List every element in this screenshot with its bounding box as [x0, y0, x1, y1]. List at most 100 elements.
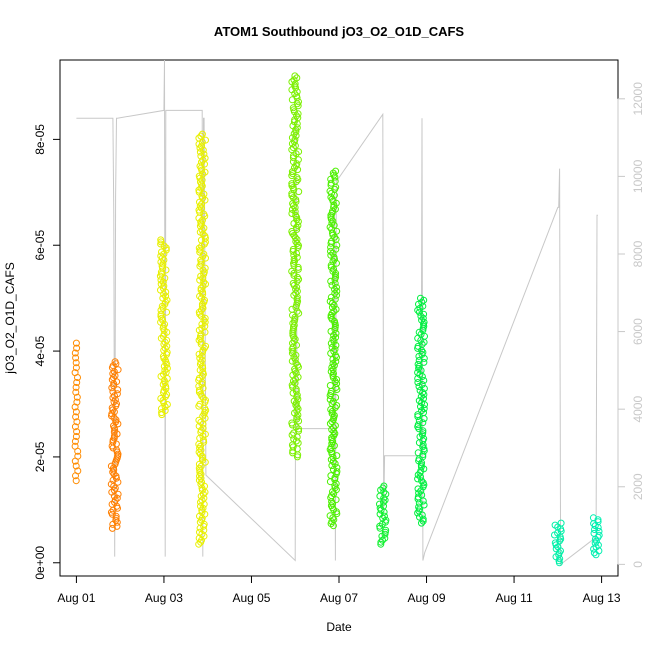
data-point	[73, 398, 81, 406]
data-point	[416, 513, 423, 521]
data-point	[73, 393, 81, 401]
data-point	[161, 366, 169, 374]
data-point	[288, 96, 296, 104]
data-point	[331, 173, 339, 181]
data-point	[109, 444, 117, 452]
data-point	[293, 341, 300, 349]
data-point	[333, 452, 341, 460]
data-point	[160, 354, 168, 362]
data-point	[333, 353, 340, 361]
data-point	[108, 510, 116, 518]
data-point	[197, 498, 204, 506]
data-point	[295, 309, 303, 317]
data-point	[196, 292, 204, 300]
y-axis-label: jO3_O2_O1D_CAFS	[3, 262, 17, 374]
data-point	[288, 421, 296, 429]
data-point	[555, 559, 563, 567]
y2-tick-label: 2000	[631, 473, 645, 500]
data-point	[592, 551, 600, 559]
data-point	[162, 288, 170, 296]
data-point	[201, 458, 209, 466]
data-point	[114, 490, 122, 498]
data-point	[71, 349, 79, 357]
data-point	[74, 374, 81, 381]
data-point	[326, 297, 334, 305]
data-point	[199, 384, 207, 392]
data-point	[161, 274, 169, 282]
data-point	[201, 414, 209, 422]
data-point	[199, 216, 206, 224]
data-point	[196, 310, 204, 318]
point-cluster-5	[326, 167, 341, 530]
data-point	[377, 540, 385, 548]
x-axis-label: Date	[326, 620, 352, 634]
data-point	[110, 380, 118, 388]
data-point	[113, 518, 121, 526]
data-point	[109, 506, 117, 514]
data-point	[72, 383, 80, 391]
data-point	[421, 401, 428, 409]
data-point	[114, 420, 122, 428]
data-point	[327, 406, 335, 413]
data-point	[292, 162, 300, 170]
data-point	[377, 538, 385, 546]
data-point	[196, 148, 204, 156]
data-point	[290, 108, 298, 116]
data-point	[197, 450, 204, 458]
data-point	[292, 128, 300, 136]
data-point	[201, 168, 209, 176]
data-point	[72, 364, 80, 372]
data-point	[199, 394, 207, 402]
data-point	[594, 516, 602, 524]
data-point	[557, 547, 564, 555]
data-point	[199, 348, 206, 356]
data-point	[293, 415, 301, 423]
data-point	[417, 487, 425, 495]
data-point	[156, 272, 164, 280]
data-point	[289, 389, 297, 397]
data-point	[197, 418, 205, 426]
data-point	[108, 384, 116, 392]
data-point	[290, 397, 298, 405]
y2-tick-label: 8000	[631, 240, 645, 267]
data-point	[201, 328, 209, 336]
data-point	[327, 339, 335, 347]
data-point	[71, 457, 79, 465]
data-point	[419, 517, 427, 525]
data-point	[419, 427, 427, 435]
data-point	[291, 142, 299, 150]
y2-tick-label: 4000	[631, 396, 645, 423]
data-point	[414, 306, 422, 314]
data-point	[199, 304, 207, 312]
data-point	[290, 271, 298, 279]
data-point	[327, 277, 335, 285]
data-point	[71, 403, 79, 411]
data-point	[73, 428, 81, 436]
data-point	[416, 304, 424, 312]
data-point	[162, 244, 170, 252]
data-point	[288, 267, 296, 275]
data-point	[288, 190, 296, 198]
data-point	[327, 263, 335, 271]
data-point	[195, 214, 203, 222]
data-point	[330, 442, 338, 450]
data-point	[289, 329, 297, 337]
data-point	[289, 144, 297, 152]
data-point	[415, 308, 423, 316]
data-points	[71, 72, 603, 567]
data-point	[333, 241, 341, 249]
data-point	[333, 376, 341, 383]
x-tick-label: Aug 07	[320, 591, 358, 605]
data-point	[294, 395, 302, 403]
y2-axis: 0 2000 4000 6000 8000 10000 12000	[617, 82, 645, 568]
data-point	[199, 424, 207, 432]
point-cluster-0	[71, 339, 82, 485]
data-point	[195, 402, 203, 410]
data-point	[326, 223, 334, 231]
data-point	[114, 366, 122, 374]
data-point	[73, 418, 81, 426]
data-point	[414, 475, 422, 483]
chart-title: ATOM1 Southbound jO3_O2_O1D_CAFS	[214, 24, 464, 39]
data-point	[197, 338, 205, 346]
